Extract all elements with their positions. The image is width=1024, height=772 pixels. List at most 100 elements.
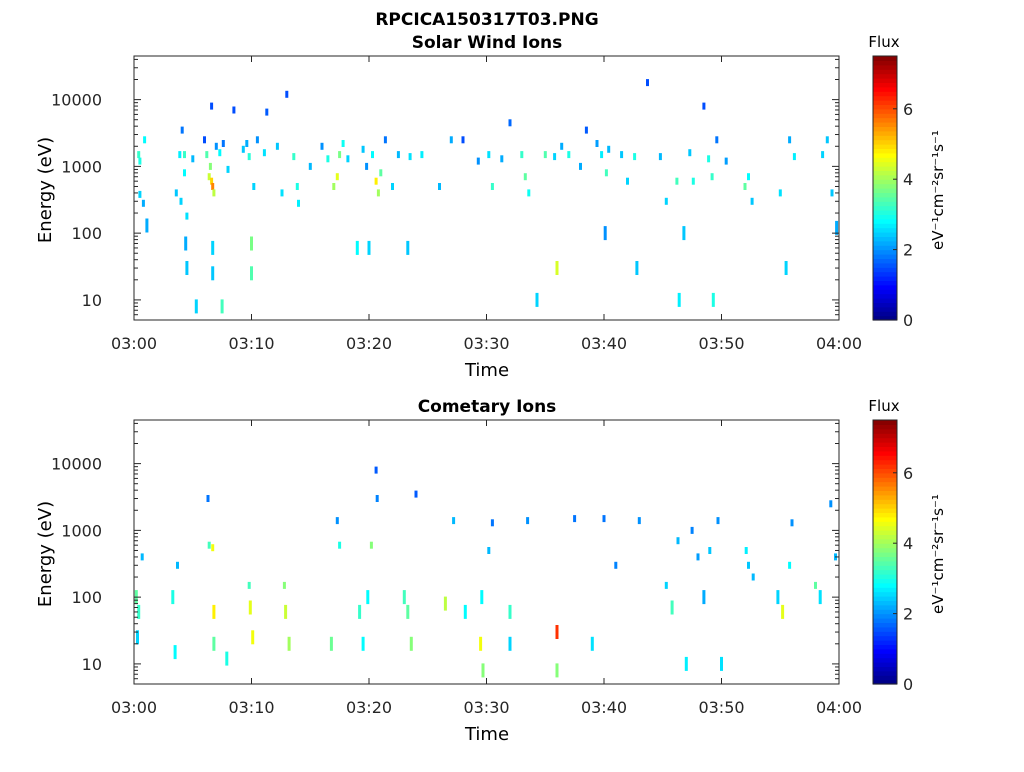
data-cell bbox=[595, 140, 599, 147]
data-cell bbox=[602, 515, 606, 523]
data-cell bbox=[335, 517, 339, 525]
data-cell bbox=[143, 136, 147, 144]
data-cell bbox=[461, 136, 465, 144]
data-cell bbox=[355, 240, 359, 255]
data-cell bbox=[675, 177, 679, 185]
colorbar-segment bbox=[873, 306, 897, 312]
data-cell bbox=[684, 656, 688, 671]
data-cell bbox=[297, 199, 300, 207]
plot-background bbox=[134, 420, 839, 684]
y-tick-label: 100 bbox=[71, 588, 102, 607]
data-cell bbox=[367, 240, 371, 255]
data-cell bbox=[490, 519, 494, 527]
data-cell bbox=[374, 177, 378, 185]
colorbar-segment bbox=[873, 148, 897, 154]
colorbar-segment bbox=[873, 82, 897, 88]
data-cell bbox=[250, 266, 253, 281]
x-tick-label: 03:10 bbox=[228, 698, 274, 717]
data-cell bbox=[208, 162, 212, 170]
data-cell bbox=[248, 600, 252, 615]
x-axis-label: Time bbox=[464, 360, 509, 381]
colorbar-segment bbox=[873, 420, 897, 425]
data-cell bbox=[420, 151, 424, 159]
colorbar-segment bbox=[873, 455, 897, 461]
data-cell bbox=[553, 153, 557, 161]
colorbar-segment bbox=[873, 166, 897, 171]
colorbar-segment bbox=[873, 582, 897, 588]
data-cell bbox=[285, 90, 289, 98]
data-cell bbox=[292, 153, 296, 161]
data-cell bbox=[607, 145, 611, 153]
data-cell bbox=[365, 162, 369, 170]
data-cell bbox=[635, 261, 639, 275]
data-cell bbox=[702, 590, 706, 605]
data-cell bbox=[406, 240, 410, 255]
colorbar-segment bbox=[873, 161, 897, 167]
data-cell bbox=[825, 136, 829, 144]
colorbar-segment bbox=[873, 600, 897, 606]
data-cell bbox=[449, 136, 453, 144]
colorbar-segment bbox=[873, 240, 897, 246]
colorbar-tick-label: 6 bbox=[903, 100, 913, 119]
data-cell bbox=[626, 177, 629, 185]
data-cell bbox=[220, 299, 224, 314]
colorbar-segment bbox=[873, 179, 897, 185]
data-cell bbox=[145, 218, 149, 233]
colorbar-segment bbox=[873, 446, 897, 452]
data-cell bbox=[214, 142, 218, 150]
data-cell bbox=[555, 625, 559, 639]
data-cell bbox=[508, 604, 512, 619]
data-cell bbox=[194, 299, 198, 314]
data-cell bbox=[637, 517, 641, 525]
colorbar-segment bbox=[873, 267, 897, 273]
data-cell bbox=[326, 155, 330, 163]
data-cell bbox=[614, 561, 618, 569]
data-cell bbox=[369, 541, 373, 549]
y-tick-label: 10 bbox=[82, 291, 102, 310]
colorbar-segment bbox=[873, 86, 897, 92]
data-cell bbox=[600, 151, 604, 159]
colorbar-segment bbox=[873, 525, 897, 531]
data-cell bbox=[211, 240, 215, 255]
y-tick-label: 1000 bbox=[61, 521, 102, 540]
data-cell bbox=[262, 149, 266, 157]
data-cell bbox=[658, 153, 662, 161]
colorbar-segment bbox=[873, 122, 897, 127]
y-axis-label: Energy (eV) bbox=[35, 137, 56, 243]
data-cell bbox=[338, 151, 342, 159]
colorbar-segment bbox=[873, 298, 897, 303]
data-cell bbox=[708, 547, 712, 554]
colorbar-segment bbox=[873, 450, 897, 456]
colorbar-segment bbox=[873, 258, 897, 264]
colorbar-segment bbox=[873, 631, 897, 637]
data-cell bbox=[391, 183, 394, 190]
data-cell bbox=[829, 500, 833, 508]
data-cell bbox=[781, 604, 785, 619]
colorbar-segment bbox=[873, 468, 897, 474]
x-tick-label: 03:50 bbox=[698, 698, 744, 717]
figure-title: RPCICA150317T03.PNG bbox=[375, 10, 598, 30]
colorbar-segment bbox=[873, 547, 897, 553]
colorbar-segment bbox=[873, 644, 897, 650]
colorbar-segment bbox=[873, 192, 897, 198]
x-tick-label: 04:00 bbox=[816, 698, 862, 717]
data-cell bbox=[830, 189, 834, 197]
data-cell bbox=[171, 590, 175, 605]
data-cell bbox=[664, 197, 668, 205]
data-cell bbox=[408, 153, 412, 161]
colorbar-segment bbox=[873, 130, 897, 136]
y-tick-label: 10000 bbox=[51, 455, 102, 474]
colorbar-segment bbox=[873, 144, 897, 149]
data-cell bbox=[185, 261, 189, 275]
colorbar-tick-label: 2 bbox=[903, 241, 913, 260]
plot-background bbox=[134, 56, 839, 320]
data-cell bbox=[379, 169, 383, 177]
y-tick-label: 10 bbox=[82, 655, 102, 674]
colorbar-segment bbox=[873, 271, 897, 277]
data-cell bbox=[247, 153, 251, 161]
colorbar-tick-label: 2 bbox=[903, 605, 913, 624]
colorbar-segment bbox=[873, 464, 897, 469]
data-cell bbox=[814, 581, 817, 589]
colorbar-segment bbox=[873, 276, 897, 281]
colorbar-segment bbox=[873, 249, 897, 255]
